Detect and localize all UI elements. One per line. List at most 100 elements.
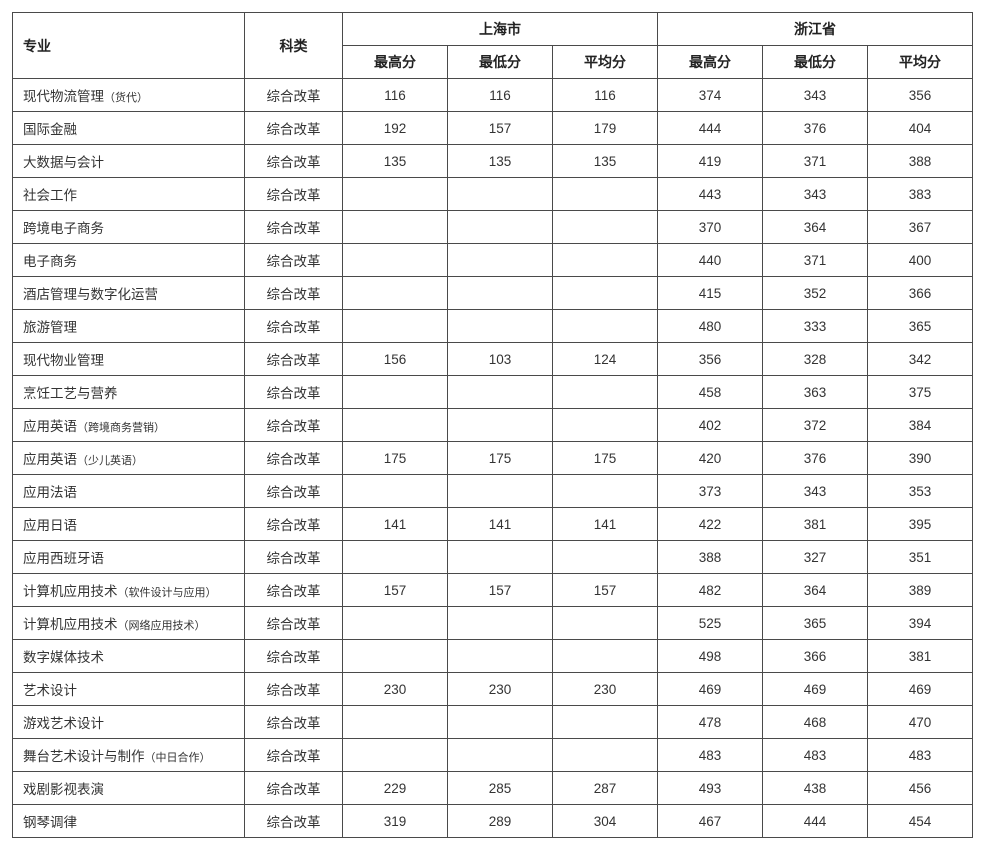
cell-category: 综合改革 <box>245 343 343 376</box>
table-row: 烹饪工艺与营养综合改革458363375 <box>13 376 973 409</box>
cell-sh-avg <box>553 376 658 409</box>
cell-zj-avg: 390 <box>868 442 973 475</box>
cell-sh-max <box>343 310 448 343</box>
cell-major: 旅游管理 <box>13 310 245 343</box>
cell-category: 综合改革 <box>245 541 343 574</box>
major-name: 应用西班牙语 <box>23 551 104 566</box>
cell-sh-avg <box>553 310 658 343</box>
cell-category: 综合改革 <box>245 145 343 178</box>
cell-zj-min: 438 <box>763 772 868 805</box>
major-name: 钢琴调律 <box>23 815 77 830</box>
cell-sh-min <box>448 178 553 211</box>
cell-sh-min <box>448 211 553 244</box>
table-row: 应用英语（少儿英语）综合改革175175175420376390 <box>13 442 973 475</box>
cell-major: 现代物业管理 <box>13 343 245 376</box>
cell-zj-avg: 394 <box>868 607 973 640</box>
cell-zj-min: 352 <box>763 277 868 310</box>
major-suffix: （软件设计与应用） <box>118 587 217 599</box>
cell-zj-max: 440 <box>658 244 763 277</box>
cell-major: 现代物流管理（货代） <box>13 79 245 112</box>
cell-category: 综合改革 <box>245 79 343 112</box>
cell-sh-avg <box>553 277 658 310</box>
cell-zj-max: 525 <box>658 607 763 640</box>
cell-category: 综合改革 <box>245 178 343 211</box>
cell-zj-min: 469 <box>763 673 868 706</box>
cell-zj-max: 493 <box>658 772 763 805</box>
cell-major: 国际金融 <box>13 112 245 145</box>
table-row: 电子商务综合改革440371400 <box>13 244 973 277</box>
major-name: 游戏艺术设计 <box>23 716 104 731</box>
cell-major: 大数据与会计 <box>13 145 245 178</box>
cell-category: 综合改革 <box>245 607 343 640</box>
major-name: 国际金融 <box>23 122 77 137</box>
cell-zj-avg: 375 <box>868 376 973 409</box>
cell-major: 舞台艺术设计与制作（中日合作） <box>13 739 245 772</box>
table-row: 跨境电子商务综合改革370364367 <box>13 211 973 244</box>
cell-category: 综合改革 <box>245 574 343 607</box>
cell-sh-avg <box>553 640 658 673</box>
cell-zj-avg: 395 <box>868 508 973 541</box>
table-header: 专业 科类 上海市 浙江省 最高分 最低分 平均分 最高分 最低分 平均分 <box>13 13 973 79</box>
major-name: 旅游管理 <box>23 320 77 335</box>
cell-category: 综合改革 <box>245 706 343 739</box>
cell-zj-min: 444 <box>763 805 868 838</box>
cell-zj-min: 343 <box>763 178 868 211</box>
cell-zj-min: 363 <box>763 376 868 409</box>
cell-sh-avg <box>553 541 658 574</box>
table-row: 钢琴调律综合改革319289304467444454 <box>13 805 973 838</box>
cell-sh-min <box>448 739 553 772</box>
table-row: 数字媒体技术综合改革498366381 <box>13 640 973 673</box>
cell-major: 计算机应用技术（网络应用技术） <box>13 607 245 640</box>
cell-zj-max: 469 <box>658 673 763 706</box>
cell-zj-max: 420 <box>658 442 763 475</box>
cell-major: 应用法语 <box>13 475 245 508</box>
col-zj-avg: 平均分 <box>868 46 973 79</box>
cell-category: 综合改革 <box>245 673 343 706</box>
cell-zj-min: 376 <box>763 112 868 145</box>
cell-zj-min: 327 <box>763 541 868 574</box>
cell-zj-avg: 469 <box>868 673 973 706</box>
table-row: 旅游管理综合改革480333365 <box>13 310 973 343</box>
major-name: 应用英语 <box>23 452 77 467</box>
cell-zj-max: 480 <box>658 310 763 343</box>
major-name: 现代物流管理 <box>23 89 104 104</box>
table-row: 艺术设计综合改革230230230469469469 <box>13 673 973 706</box>
cell-sh-max <box>343 706 448 739</box>
cell-major: 社会工作 <box>13 178 245 211</box>
cell-major: 烹饪工艺与营养 <box>13 376 245 409</box>
col-sh-avg: 平均分 <box>553 46 658 79</box>
cell-zj-avg: 365 <box>868 310 973 343</box>
cell-zj-min: 366 <box>763 640 868 673</box>
cell-zj-max: 422 <box>658 508 763 541</box>
table-row: 酒店管理与数字化运营综合改革415352366 <box>13 277 973 310</box>
cell-major: 数字媒体技术 <box>13 640 245 673</box>
cell-zj-max: 498 <box>658 640 763 673</box>
cell-major: 跨境电子商务 <box>13 211 245 244</box>
table-body: 现代物流管理（货代）综合改革116116116374343356国际金融综合改革… <box>13 79 973 838</box>
cell-zj-avg: 400 <box>868 244 973 277</box>
cell-sh-avg: 124 <box>553 343 658 376</box>
cell-sh-min <box>448 541 553 574</box>
cell-category: 综合改革 <box>245 211 343 244</box>
major-name: 戏剧影视表演 <box>23 782 104 797</box>
cell-category: 综合改革 <box>245 508 343 541</box>
cell-sh-avg <box>553 706 658 739</box>
cell-sh-max <box>343 244 448 277</box>
cell-category: 综合改革 <box>245 442 343 475</box>
cell-zj-max: 356 <box>658 343 763 376</box>
cell-zj-max: 483 <box>658 739 763 772</box>
cell-category: 综合改革 <box>245 112 343 145</box>
table-row: 现代物流管理（货代）综合改革116116116374343356 <box>13 79 973 112</box>
cell-sh-avg: 135 <box>553 145 658 178</box>
cell-zj-min: 328 <box>763 343 868 376</box>
cell-zj-max: 415 <box>658 277 763 310</box>
cell-sh-min: 289 <box>448 805 553 838</box>
cell-category: 综合改革 <box>245 376 343 409</box>
cell-zj-max: 374 <box>658 79 763 112</box>
cell-sh-avg: 141 <box>553 508 658 541</box>
cell-zj-avg: 342 <box>868 343 973 376</box>
table-row: 戏剧影视表演综合改革229285287493438456 <box>13 772 973 805</box>
cell-zj-max: 478 <box>658 706 763 739</box>
cell-sh-min: 175 <box>448 442 553 475</box>
cell-major: 戏剧影视表演 <box>13 772 245 805</box>
